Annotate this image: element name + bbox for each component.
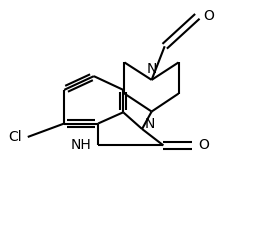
Text: N: N [145, 117, 155, 131]
Text: O: O [204, 9, 214, 23]
Text: N: N [147, 62, 157, 76]
Text: Cl: Cl [8, 130, 22, 144]
Text: O: O [199, 138, 210, 152]
Text: NH: NH [71, 138, 92, 152]
